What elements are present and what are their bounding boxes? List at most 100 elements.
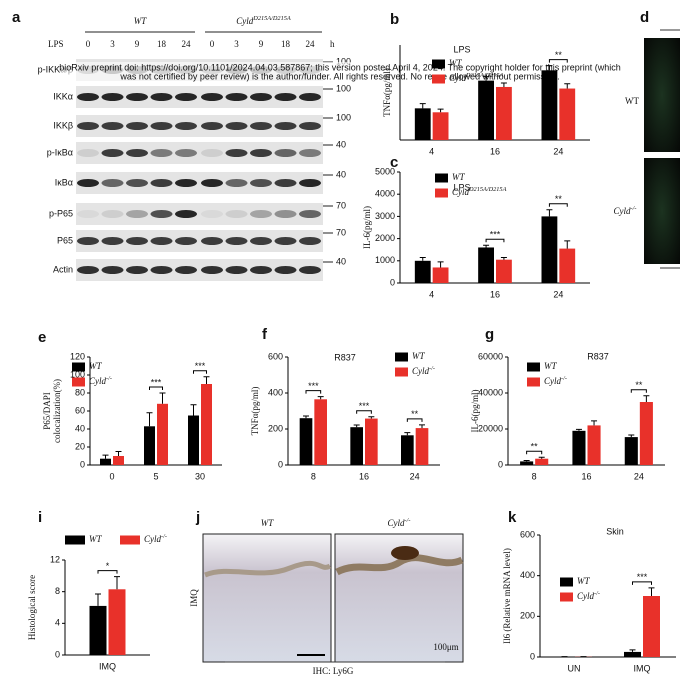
band — [77, 122, 99, 130]
bar — [624, 437, 638, 465]
legend-swatch — [395, 367, 408, 377]
y-axis-label: colocalization(%) — [52, 379, 62, 443]
legend-swatch — [432, 59, 445, 69]
y-axis-label: P65/DAPI — [42, 392, 52, 430]
x-tick-label: 0 — [109, 471, 114, 481]
marker-label: 70 — [336, 227, 346, 237]
time-label: 3 — [234, 39, 239, 49]
band — [274, 210, 297, 218]
legend-swatch — [432, 74, 445, 84]
row-label: IMQ — [189, 589, 199, 607]
error-bar — [203, 376, 210, 384]
significance-label: ** — [635, 380, 643, 390]
preprint-notice: was not certified by peer review) is the… — [119, 71, 559, 81]
error-bar — [303, 415, 309, 419]
band — [101, 237, 124, 245]
y-tick-label: 120 — [70, 351, 85, 361]
bar — [100, 458, 111, 465]
legend-swatch — [527, 377, 540, 387]
bar — [414, 260, 431, 283]
band — [101, 266, 124, 274]
time-label: 3 — [110, 39, 115, 49]
band — [77, 93, 99, 101]
group-label: WT — [134, 16, 147, 26]
error-bar — [95, 593, 101, 606]
panel-letter: a — [12, 9, 21, 26]
blot-strip — [76, 203, 323, 225]
legend-label: CyldD215A/D215A — [449, 72, 504, 83]
ihc-images — [202, 533, 464, 663]
significance-bracket — [526, 450, 543, 455]
panel-letter: j — [195, 509, 200, 526]
y-tick-label: 40 — [75, 423, 85, 433]
time-label: 0 — [86, 39, 91, 49]
significance-label: *** — [359, 401, 370, 411]
band — [150, 149, 173, 157]
legend-label: Cyld-/- — [144, 533, 167, 544]
significance-bracket — [305, 390, 322, 394]
row-label: p-P65 — [49, 208, 73, 218]
error-bar — [591, 420, 598, 426]
band — [150, 93, 173, 101]
legend-swatch — [72, 362, 85, 372]
y-tick-label: 60 — [75, 405, 85, 415]
bar — [144, 426, 155, 465]
image-wt — [202, 533, 332, 663]
bar — [188, 415, 199, 465]
bar — [414, 108, 431, 140]
blot-strip — [76, 142, 323, 164]
error-bar — [538, 456, 545, 459]
panel-letter: g — [485, 326, 494, 343]
band — [225, 122, 248, 130]
x-tick-label: 24 — [634, 471, 644, 481]
marker-label: 40 — [336, 169, 346, 179]
y-tick-label: 3000 — [375, 211, 395, 221]
band — [225, 210, 248, 218]
significance-bracket — [548, 59, 568, 63]
band — [225, 266, 248, 274]
significance-bracket — [632, 581, 652, 585]
error-bar — [317, 396, 324, 400]
y-tick-label: 0 — [498, 459, 503, 469]
error-bar — [419, 256, 426, 261]
column-label: Cyld-/- — [388, 517, 411, 528]
band — [250, 93, 272, 101]
legend-swatch — [72, 377, 85, 387]
x-tick-label: 8 — [311, 471, 316, 481]
x-tick-label: 24 — [553, 289, 563, 299]
bar — [201, 384, 212, 465]
y-tick-label: 4000 — [375, 189, 395, 199]
y-tick-label: 80 — [75, 387, 85, 397]
panel-letter: e — [38, 329, 46, 346]
bar — [535, 458, 549, 465]
bar — [559, 88, 576, 140]
error-bar — [437, 261, 444, 268]
y-tick-label: 60000 — [478, 351, 503, 361]
x-tick-label: 30 — [195, 471, 205, 481]
band — [126, 149, 148, 157]
bar — [559, 248, 576, 283]
bar — [365, 418, 378, 465]
y-tick-label: 400 — [520, 570, 535, 580]
image-wt — [644, 38, 680, 152]
band — [101, 210, 124, 218]
legend-label: Cyld-/- — [89, 375, 112, 386]
legend-swatch — [120, 535, 140, 545]
bar — [624, 651, 641, 657]
time-label: 9 — [135, 39, 140, 49]
y-tick-label: 400 — [268, 387, 283, 397]
band — [150, 122, 173, 130]
bar — [432, 267, 449, 283]
bar — [572, 430, 586, 465]
x-tick-label: 8 — [532, 471, 537, 481]
band — [126, 179, 148, 187]
band — [201, 210, 223, 218]
legend-swatch — [560, 577, 573, 587]
x-tick-label: 24 — [410, 471, 420, 481]
error-bar — [159, 392, 166, 404]
legend-swatch — [395, 352, 408, 362]
row-label: IκBα — [55, 177, 73, 187]
error-bar — [575, 428, 582, 431]
bar — [108, 589, 126, 655]
error-bar — [483, 76, 490, 81]
